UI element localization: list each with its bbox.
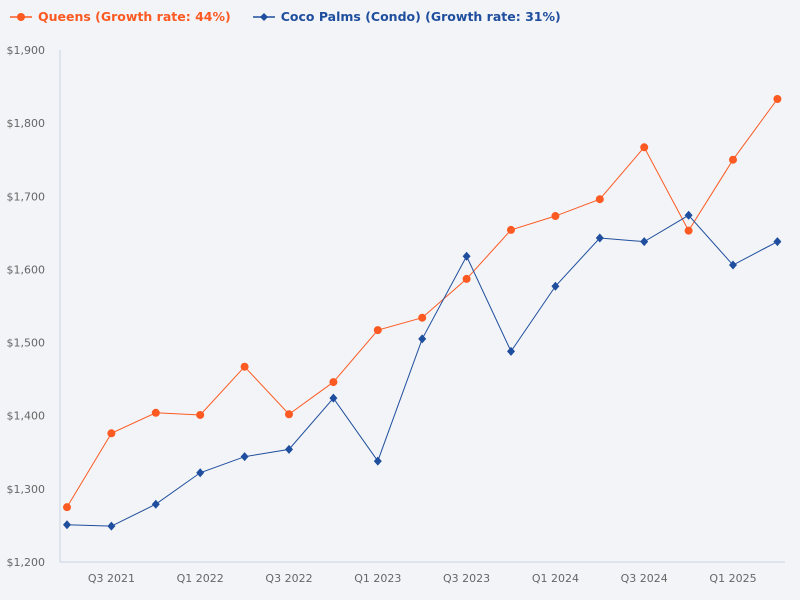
data-point bbox=[240, 362, 249, 371]
data-point bbox=[151, 499, 160, 509]
x-tick-label: Q3 2022 bbox=[265, 572, 312, 585]
data-point bbox=[329, 393, 338, 403]
series-line bbox=[66, 98, 778, 508]
legend-label: Queens (Growth rate: 44%) bbox=[38, 9, 231, 24]
y-tick-label: $1,500 bbox=[7, 337, 46, 350]
data-point bbox=[285, 410, 293, 419]
data-point bbox=[240, 452, 249, 462]
legend-label: Coco Palms (Condo) (Growth rate: 31%) bbox=[280, 9, 561, 24]
y-tick-label: $1,600 bbox=[7, 263, 46, 276]
data-point bbox=[729, 260, 737, 270]
data-point bbox=[551, 212, 560, 221]
data-point bbox=[507, 225, 515, 234]
y-tick-label: $1,900 bbox=[7, 44, 46, 57]
data-point bbox=[196, 468, 205, 478]
data-point bbox=[640, 237, 649, 247]
data-point bbox=[373, 456, 382, 466]
data-point bbox=[63, 503, 71, 512]
data-point bbox=[196, 410, 205, 419]
x-tick-label: Q3 2024 bbox=[621, 572, 668, 585]
data-point bbox=[507, 346, 515, 356]
y-tick-label: $1,300 bbox=[7, 483, 46, 496]
data-point bbox=[418, 334, 427, 344]
x-tick-label: Q1 2022 bbox=[177, 572, 224, 585]
data-point bbox=[640, 143, 649, 152]
x-tick-label: Q1 2023 bbox=[354, 572, 401, 585]
data-point bbox=[418, 313, 427, 322]
y-tick-label: $1,200 bbox=[7, 556, 46, 569]
data-point bbox=[551, 281, 560, 291]
data-point bbox=[462, 251, 471, 261]
data-point bbox=[729, 155, 737, 164]
data-point bbox=[773, 95, 782, 104]
data-point bbox=[107, 429, 116, 438]
data-point bbox=[329, 378, 338, 387]
data-point bbox=[684, 226, 693, 235]
y-tick-label: $1,800 bbox=[7, 117, 46, 130]
y-tick-label: $1,400 bbox=[7, 410, 46, 423]
x-tick-label: Q1 2024 bbox=[532, 572, 579, 585]
legend-item-coco-palms[interactable]: Coco Palms (Condo) (Growth rate: 31%) bbox=[252, 9, 561, 24]
legend-item-queens[interactable]: Queens (Growth rate: 44%) bbox=[10, 9, 231, 24]
y-tick-label: $1,700 bbox=[7, 190, 46, 203]
diamond-marker-icon bbox=[252, 12, 275, 21]
data-point bbox=[373, 326, 382, 335]
series-line bbox=[66, 214, 778, 527]
x-tick-label: Q1 2025 bbox=[709, 572, 756, 585]
data-point bbox=[462, 274, 471, 283]
series-1 bbox=[63, 210, 782, 531]
data-point bbox=[684, 210, 693, 220]
x-tick-label: Q3 2021 bbox=[88, 572, 135, 585]
data-point bbox=[63, 520, 71, 530]
data-point bbox=[151, 408, 160, 417]
data-point bbox=[773, 237, 782, 247]
data-point bbox=[595, 195, 604, 204]
data-point bbox=[285, 444, 293, 454]
data-point bbox=[107, 521, 116, 531]
x-tick-label: Q3 2023 bbox=[443, 572, 490, 585]
series-0 bbox=[63, 95, 782, 512]
circle-marker-icon bbox=[10, 12, 32, 21]
data-point bbox=[595, 233, 604, 243]
legend: Queens (Growth rate: 44%) Coco Palms (Co… bbox=[10, 9, 561, 24]
